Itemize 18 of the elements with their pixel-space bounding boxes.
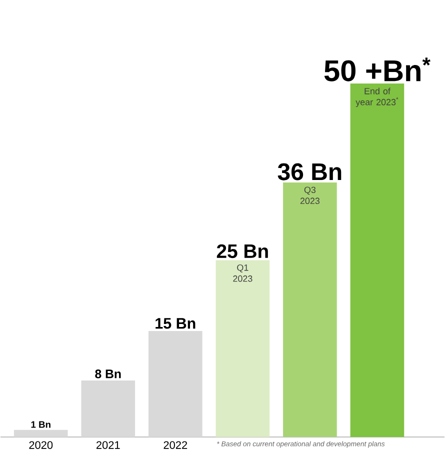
data-label: 50 +Bn$^{*}$: [324, 58, 430, 82]
bar: [283, 182, 337, 437]
bar: [350, 84, 404, 437]
data-label: 1 Bn: [31, 421, 50, 428]
data-label: 36 Bn: [278, 163, 342, 180]
bar: [81, 380, 136, 437]
bar: [216, 260, 270, 437]
x-tick-label: 2022: [164, 441, 188, 449]
x-tick-label: 2021: [96, 441, 120, 449]
x-tick-label: 2020: [29, 441, 53, 449]
x-tick-label: Q1 2023: [233, 264, 252, 282]
data-label: 25 Bn: [216, 244, 268, 258]
x-tick-label: End of year 2023$^{*}$: [356, 88, 398, 108]
data-label: 15 Bn: [156, 318, 196, 329]
bar: [148, 330, 202, 437]
x-tick-label: Q3 2023: [300, 186, 320, 204]
bar: [14, 430, 68, 437]
data-label: 8 Bn: [95, 370, 121, 378]
